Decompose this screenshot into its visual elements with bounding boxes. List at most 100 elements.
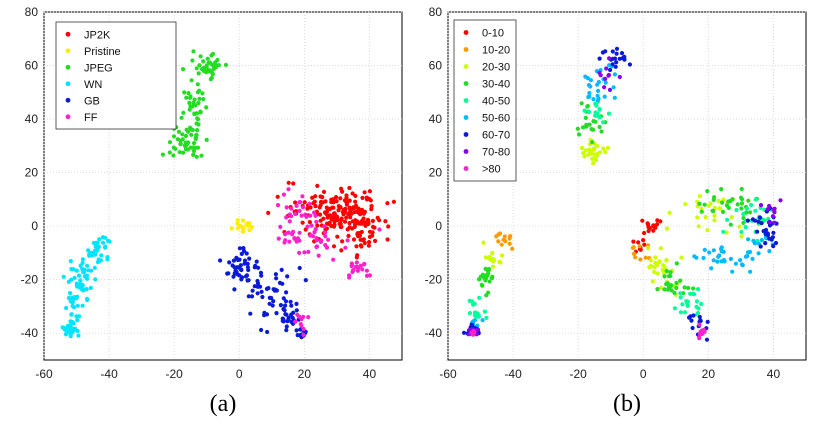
series-70-80 (466, 56, 783, 337)
scatter-point (678, 278, 683, 283)
scatter-point (351, 237, 357, 242)
scatter-point (240, 218, 246, 223)
scatter-point (603, 150, 608, 155)
scatter-point (749, 202, 754, 208)
scatter-point (88, 285, 93, 291)
scatter-point (313, 204, 318, 209)
scatter-point (190, 104, 195, 109)
scatter-point (587, 122, 592, 127)
scatter-point (298, 200, 303, 205)
scatter-point (80, 266, 85, 272)
scatter-point (354, 255, 359, 260)
scatter-point (658, 246, 664, 251)
scatter-point (674, 261, 679, 266)
scatter-point (353, 222, 358, 227)
scatter-point (291, 181, 296, 186)
scatter-point (247, 228, 252, 233)
series-50-60 (470, 63, 775, 332)
scatter-point (198, 109, 203, 114)
scatter-point (241, 248, 247, 254)
scatter-point (575, 126, 580, 131)
scatter-point (510, 246, 515, 251)
legend-marker (65, 81, 71, 87)
scatter-point (196, 100, 201, 106)
x-tick-label: 40 (767, 367, 781, 381)
scatter-point (739, 201, 745, 206)
scatter-point (231, 258, 236, 263)
legend-marker (463, 64, 469, 69)
scatter-point (317, 212, 323, 217)
legend-b: 0-10 10-20 20-30 30-40 40-50 50-60 60-70 70-80 >… (453, 19, 517, 182)
scatter-point (603, 76, 608, 81)
scatter-point (371, 224, 376, 229)
scatter-point (191, 152, 196, 157)
scatter-point (283, 232, 288, 237)
scatter-point (180, 132, 185, 137)
scatter-point (100, 240, 106, 245)
scatter-point (244, 273, 250, 278)
scatter-point (204, 137, 209, 142)
scatter-point (477, 295, 482, 300)
y-tick-label: -40 (425, 326, 443, 340)
scatter-point (189, 78, 194, 83)
scatter-point (718, 206, 723, 211)
scatter-point (197, 63, 202, 68)
scatter-point (317, 205, 322, 210)
scatter-point (300, 205, 306, 210)
scatter-point (606, 111, 612, 116)
scatter-point (697, 322, 702, 327)
legend-label: 50-60 (482, 113, 510, 125)
scatter-point (323, 243, 328, 248)
scatter-point (669, 288, 674, 293)
scatter-point (692, 292, 697, 297)
series-WN (60, 235, 112, 339)
x-tick-label: 20 (702, 367, 716, 381)
scatter-point (579, 145, 585, 151)
scatter-point (80, 260, 85, 265)
scatter-point (235, 218, 240, 223)
legend-marker (463, 47, 469, 52)
scatter-point (772, 206, 777, 211)
scatter-point (160, 152, 165, 157)
scatter-point (748, 269, 753, 274)
scatter-point (182, 90, 187, 95)
scatter-point (604, 66, 609, 71)
scatter-point (179, 115, 184, 120)
scatter-point (246, 278, 251, 283)
scatter-point (655, 222, 660, 227)
scatter-point (65, 325, 70, 330)
scatter-point (614, 51, 619, 56)
scatter-point (189, 127, 194, 132)
scatter-point (171, 134, 177, 139)
scatter-point (745, 218, 751, 223)
scatter-point (294, 328, 299, 333)
scatter-point (294, 203, 299, 208)
legend-label: >80 (482, 164, 501, 176)
scatter-point (269, 295, 274, 301)
scatter-point (507, 236, 512, 241)
scatter-point (758, 203, 764, 208)
scatter-point (587, 90, 592, 96)
scatter-point (286, 317, 291, 322)
scatter-point (347, 275, 352, 280)
scatter-point (267, 301, 272, 306)
scatter-point (652, 265, 657, 270)
scatter-point (178, 138, 183, 143)
scatter-point (237, 273, 242, 278)
scatter-point (349, 207, 354, 212)
scatter-point (361, 211, 366, 216)
scatter-point (307, 201, 312, 206)
scatter-point (706, 203, 711, 208)
scatter-point (647, 226, 653, 231)
scatter-point (697, 336, 702, 341)
scatter-point (471, 328, 476, 333)
scatter-point (694, 299, 700, 304)
legend-label: 20-30 (482, 62, 510, 74)
scatter-point (260, 294, 265, 300)
scatter-point (334, 215, 339, 220)
legend-label: Pristine (84, 46, 121, 58)
legend-label: JPEG (84, 62, 113, 74)
scatter-point (756, 251, 761, 256)
y-tick-label: -20 (21, 273, 39, 287)
scatter-point (696, 306, 701, 311)
